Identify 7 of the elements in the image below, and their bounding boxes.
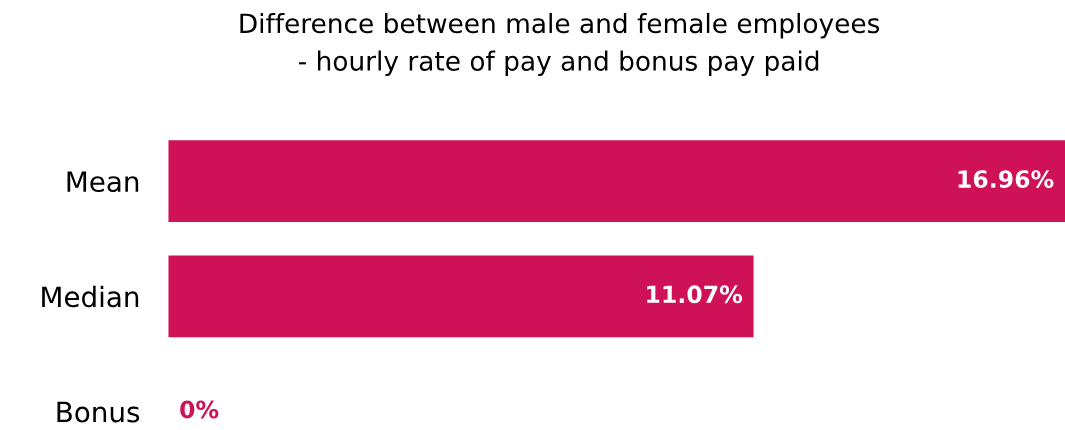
y-tick-label: Median [42, 285, 139, 308]
data-label: 11.07% [647, 285, 743, 304]
chart-title: Difference between male and female employees - hourly rate of pay and bonus pay paid [240, 12, 880, 77]
data-label: 16.96% [958, 170, 1054, 188]
y-tick-label: Bonus [57, 401, 140, 423]
y-tick-label: Mean [67, 171, 139, 193]
data-label: 0% [180, 400, 219, 419]
